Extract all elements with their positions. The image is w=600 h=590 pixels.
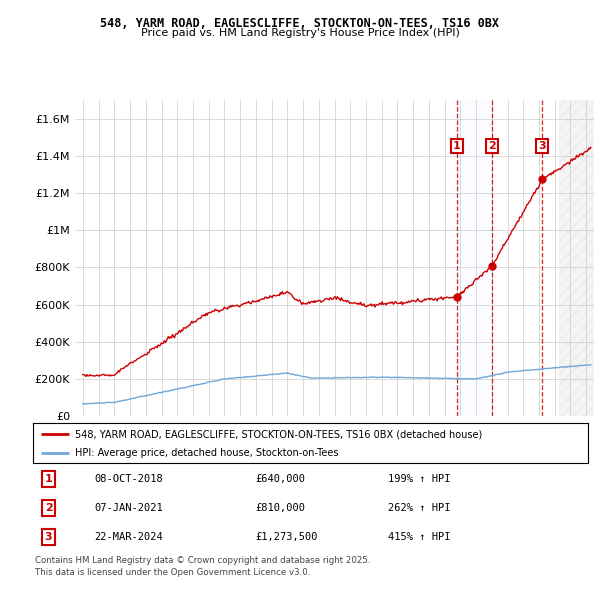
Text: Price paid vs. HM Land Registry's House Price Index (HPI): Price paid vs. HM Land Registry's House … <box>140 28 460 38</box>
Bar <box>559 100 594 416</box>
Text: 07-JAN-2021: 07-JAN-2021 <box>94 503 163 513</box>
Text: 3: 3 <box>45 532 52 542</box>
Text: 1: 1 <box>44 474 52 484</box>
Text: 548, YARM ROAD, EAGLESCLIFFE, STOCKTON-ON-TEES, TS16 0BX (detached house): 548, YARM ROAD, EAGLESCLIFFE, STOCKTON-O… <box>74 430 482 440</box>
Text: 1: 1 <box>453 141 461 151</box>
Text: 2: 2 <box>44 503 52 513</box>
Text: £810,000: £810,000 <box>255 503 305 513</box>
Text: 2: 2 <box>488 141 496 151</box>
Text: 548, YARM ROAD, EAGLESCLIFFE, STOCKTON-ON-TEES, TS16 0BX: 548, YARM ROAD, EAGLESCLIFFE, STOCKTON-O… <box>101 17 499 30</box>
Text: HPI: Average price, detached house, Stockton-on-Tees: HPI: Average price, detached house, Stoc… <box>74 448 338 458</box>
Text: 3: 3 <box>539 141 546 151</box>
Bar <box>457 100 492 416</box>
Text: £1,273,500: £1,273,500 <box>255 532 317 542</box>
Text: 22-MAR-2024: 22-MAR-2024 <box>94 532 163 542</box>
Text: 199% ↑ HPI: 199% ↑ HPI <box>388 474 451 484</box>
Bar <box>559 100 594 416</box>
Text: 08-OCT-2018: 08-OCT-2018 <box>94 474 163 484</box>
Text: 262% ↑ HPI: 262% ↑ HPI <box>388 503 451 513</box>
Text: 415% ↑ HPI: 415% ↑ HPI <box>388 532 451 542</box>
Text: £640,000: £640,000 <box>255 474 305 484</box>
Text: Contains HM Land Registry data © Crown copyright and database right 2025.
This d: Contains HM Land Registry data © Crown c… <box>35 556 370 577</box>
